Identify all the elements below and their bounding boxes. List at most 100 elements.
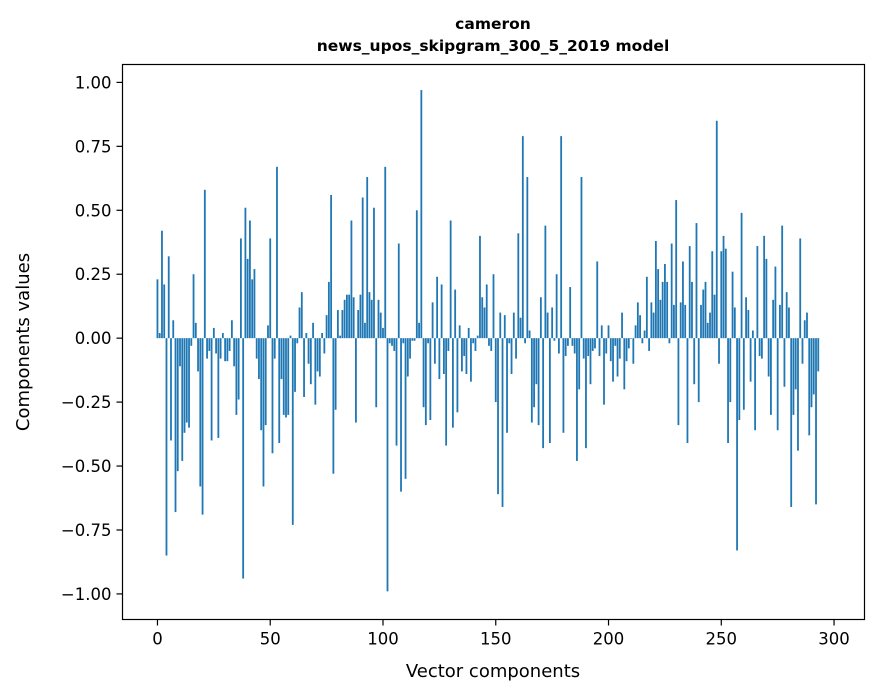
bar xyxy=(625,338,628,362)
bar xyxy=(729,338,732,403)
bar xyxy=(634,325,637,339)
bar xyxy=(673,304,675,339)
bar xyxy=(627,338,630,349)
bar xyxy=(415,210,418,339)
bar xyxy=(702,289,705,339)
bar xyxy=(336,310,339,339)
bar xyxy=(510,338,513,374)
bar xyxy=(242,338,245,579)
bar xyxy=(756,246,759,339)
bar xyxy=(684,304,687,339)
bar xyxy=(285,338,287,418)
bar xyxy=(176,338,179,472)
bar xyxy=(264,338,267,426)
bar xyxy=(706,322,709,339)
bar xyxy=(262,338,265,487)
bar xyxy=(442,338,445,374)
bar xyxy=(810,338,813,408)
bar xyxy=(812,338,815,395)
bar xyxy=(589,338,592,385)
bar xyxy=(609,338,612,362)
bar xyxy=(260,338,263,431)
bar xyxy=(767,338,770,377)
x-tick-label: 0 xyxy=(152,630,163,649)
bar xyxy=(539,297,542,339)
bar xyxy=(715,120,718,339)
bar xyxy=(533,338,535,408)
x-tick-label: 200 xyxy=(593,630,625,649)
y-tick-label: 0.25 xyxy=(75,265,112,284)
y-tick-label: −0.25 xyxy=(61,393,112,412)
bar xyxy=(287,338,290,415)
bar xyxy=(526,177,529,339)
bar xyxy=(751,330,754,339)
bar xyxy=(249,220,251,339)
bar xyxy=(765,258,768,339)
bar xyxy=(499,312,502,339)
bar xyxy=(788,307,790,339)
bar xyxy=(436,276,439,339)
bar xyxy=(449,220,452,339)
bar xyxy=(618,338,621,359)
bar xyxy=(697,338,700,403)
bar xyxy=(244,207,247,339)
x-tick-label: 300 xyxy=(818,630,850,649)
bar xyxy=(614,338,617,346)
bar xyxy=(323,338,326,354)
bar xyxy=(688,246,691,339)
bar xyxy=(585,338,587,449)
bar xyxy=(573,338,576,354)
bar xyxy=(630,338,632,339)
bar xyxy=(197,338,199,372)
y-tick-label: 0.75 xyxy=(75,137,112,156)
bar xyxy=(817,338,820,372)
bar xyxy=(429,338,432,420)
bar xyxy=(790,338,793,507)
bar xyxy=(476,335,479,339)
bar xyxy=(747,310,750,339)
bar xyxy=(792,338,795,415)
bar xyxy=(738,338,741,420)
bar xyxy=(179,338,181,367)
bar xyxy=(645,276,648,339)
bar xyxy=(506,338,508,433)
bar xyxy=(485,284,488,339)
bar xyxy=(309,338,312,385)
bar xyxy=(291,338,294,525)
bar xyxy=(427,338,429,344)
bar xyxy=(251,279,254,339)
bar xyxy=(481,297,484,339)
bar xyxy=(156,279,159,339)
bar xyxy=(582,338,585,359)
bar xyxy=(643,330,646,339)
bar xyxy=(535,338,538,385)
bar xyxy=(219,338,222,359)
bar xyxy=(497,338,499,495)
bar xyxy=(411,338,414,341)
bar xyxy=(463,338,466,357)
bar xyxy=(799,238,802,339)
bar xyxy=(600,325,603,339)
bar xyxy=(594,338,596,349)
bar xyxy=(564,338,567,357)
bar xyxy=(221,333,224,339)
bar xyxy=(445,338,448,446)
bar xyxy=(458,325,461,339)
bar xyxy=(230,320,233,339)
bar xyxy=(749,338,752,382)
bar xyxy=(203,189,206,339)
bar xyxy=(546,312,549,339)
bar xyxy=(228,338,231,351)
bar xyxy=(321,333,323,339)
chart-subtitle: news_upos_skipgram_300_5_2019 model xyxy=(317,37,670,55)
bar xyxy=(393,338,396,351)
bar xyxy=(382,327,384,339)
bar xyxy=(815,338,817,505)
bar xyxy=(386,338,389,592)
bar xyxy=(190,338,193,346)
bar xyxy=(188,338,190,428)
bar xyxy=(742,338,745,410)
bar xyxy=(691,281,693,339)
bar xyxy=(770,338,772,415)
bar xyxy=(517,233,520,339)
